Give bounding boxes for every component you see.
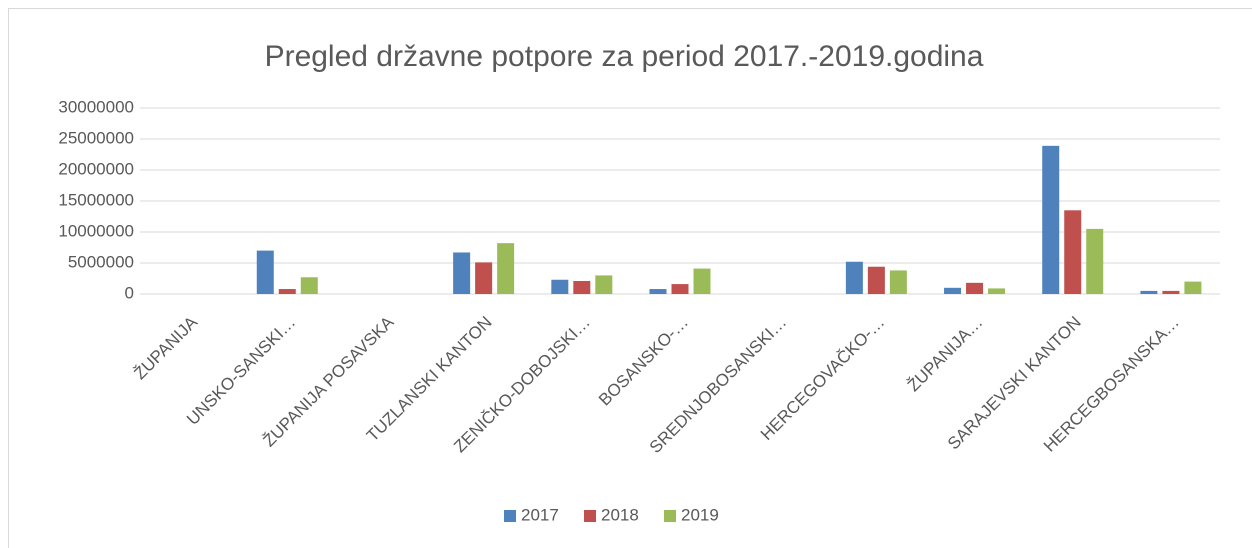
y-tick-label: 20000000: [58, 159, 134, 178]
bar: [256, 250, 274, 294]
bar: [1140, 290, 1158, 294]
bar: [497, 243, 515, 294]
bar: [1042, 145, 1060, 294]
legend-swatch: [504, 510, 516, 522]
bar: [944, 287, 962, 294]
bar: [1162, 290, 1180, 294]
bar: [453, 252, 471, 294]
y-tick-label: 25000000: [58, 128, 134, 147]
y-tick-label: 30000000: [58, 97, 134, 116]
bar: [573, 280, 591, 294]
bar: [649, 289, 667, 294]
bar: [889, 270, 907, 294]
bar: [1086, 228, 1104, 294]
legend-swatch: [584, 510, 596, 522]
y-tick-label: 0: [125, 283, 134, 302]
bar: [300, 277, 318, 294]
bar: [867, 266, 885, 294]
legend-label: 2019: [681, 505, 719, 524]
bar: [551, 279, 569, 294]
bar: [966, 282, 984, 294]
legend-label: 2017: [521, 505, 559, 524]
y-tick-label: 15000000: [58, 190, 134, 209]
bar: [475, 262, 493, 294]
legend-swatch: [664, 510, 676, 522]
bar: [693, 268, 711, 294]
bar: [1064, 210, 1082, 294]
x-tick-label: ŽUPANIJA: [130, 312, 201, 383]
x-tick-label: UNSKO-SANSKI…: [183, 313, 299, 429]
y-tick-label: 10000000: [58, 221, 134, 240]
bar: [988, 288, 1006, 294]
bar: [671, 284, 689, 294]
legend-label: 2018: [601, 505, 639, 524]
bar: [1184, 281, 1202, 294]
bar: [278, 289, 296, 294]
chart-title: Pregled državne potpore za period 2017.-…: [265, 40, 984, 73]
x-tick-label: BOSANSKO-…: [595, 313, 692, 410]
x-tick-label: ŽUPANIJA…: [904, 313, 987, 396]
y-tick-label: 5000000: [68, 252, 134, 271]
bar: [595, 275, 613, 294]
bar: [845, 261, 863, 294]
